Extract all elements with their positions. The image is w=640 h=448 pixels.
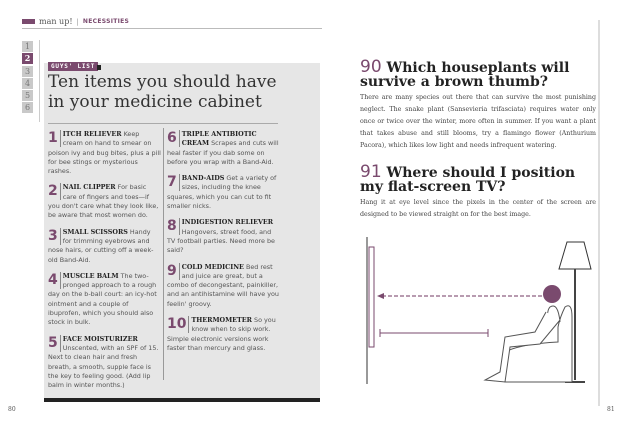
tv-screen (368, 246, 375, 348)
list-item: 3 SMALL SCISSORS Handy for trimming eyebr… (48, 227, 161, 265)
item-text: Hangovers, street food, and TV football … (167, 227, 275, 255)
item-number: 7 (167, 174, 180, 192)
item-name: ITCH RELIEVER (62, 130, 122, 138)
chapter-tab: 5 (22, 90, 33, 102)
panel-bottom-bar (44, 398, 320, 402)
section-tag: GUYS' LIST (48, 62, 99, 71)
chapter-tab: 6 (22, 102, 33, 114)
chapter-tab: 3 (22, 65, 33, 77)
answer-body: There are many species out there that ca… (360, 94, 596, 149)
lamp-shade (558, 241, 592, 270)
item-name: NAIL CLIPPER (62, 183, 116, 192)
page-number-left: 80 (8, 406, 16, 413)
arrow-head-icon (377, 293, 384, 299)
item-number: 6 (167, 130, 180, 147)
person-head (543, 285, 561, 303)
list-item: 10 THERMOMETER So you know when to skip w… (167, 316, 280, 353)
chapter-number-tabs: 1 2 3 4 5 6 (22, 41, 33, 115)
list-title: Ten items you should have in your medici… (48, 72, 277, 112)
tab-divider (39, 40, 40, 122)
item-text: For basic care of fingers and toes—if yo… (48, 183, 159, 220)
list-item: 2 NAIL CLIPPER For basic care of fingers … (48, 183, 161, 220)
question-number: 90 (360, 57, 382, 77)
list-item: 8 INDIGESTION RELIEVER Hangovers, street … (167, 218, 280, 255)
item-name: COLD MEDICINE (181, 262, 244, 271)
question-number: 91 (360, 162, 382, 182)
item-text: Get a variety of sizes, including the kn… (167, 174, 277, 211)
question-title: Where should I position my flat-screen T… (360, 165, 576, 195)
list-item: 9 COLD MEDICINE Bed rest and juice are gr… (167, 262, 280, 309)
page-edge-rule (598, 20, 600, 406)
answer-body: Hang it at eye level since the pixels in… (360, 199, 596, 218)
list-item: 4 MUSCLE BALM The two-pronged approach to… (48, 271, 161, 328)
question-title: Which houseplants will survive a brown t… (360, 60, 570, 90)
item-text: Scrapes and cuts will heal faster if you… (167, 139, 279, 166)
list-column-1: 1 ITCH RELIEVER Keep cream on hand to sme… (48, 130, 161, 397)
item-number: 5 (48, 334, 61, 352)
tag-block (97, 65, 101, 70)
item-number: 3 (48, 227, 61, 245)
item-number: 1 (48, 130, 61, 147)
item-number: 4 (48, 271, 61, 289)
item-number: 9 (167, 262, 180, 280)
item-text: The two-pronged approach to a rough day … (48, 271, 157, 327)
item-number: 2 (48, 183, 61, 201)
item-name: BAND-AIDS (181, 174, 225, 183)
list-item: 1 ITCH RELIEVER Keep cream on hand to sme… (48, 130, 161, 176)
chapter-tab: 4 (22, 77, 33, 89)
header-rule (22, 28, 322, 29)
item-name: SMALL SCISSORS (62, 227, 128, 236)
item-name: THERMOMETER (191, 316, 252, 325)
list-item: 5 FACE MOISTURIZER Unscented, with an SPF… (48, 334, 161, 391)
guys-list-panel (44, 63, 320, 400)
item-text: Unscented, with an SPF of 15. Next to cl… (48, 343, 159, 390)
page-number-right: 81 (607, 406, 615, 413)
tv-viewing-illustration (366, 237, 592, 384)
item-name: FACE MOISTURIZER (62, 334, 138, 343)
person-body (483, 311, 561, 383)
header-color-block (22, 19, 35, 24)
running-header: man up! | NECESSITIES (22, 17, 129, 26)
question-91: 91 Where should I position my flat-scree… (360, 162, 596, 221)
list-item: 6 TRIPLE ANTIBIOTIC CREAM Scrapes and cut… (167, 130, 280, 167)
header-separator: | (76, 17, 79, 26)
chapter-tab: 1 (22, 41, 33, 52)
chapter-tab-active: 2 (22, 53, 33, 65)
item-name: TRIPLE ANTIBIOTIC CREAM (181, 130, 257, 148)
list-column-2: 6 TRIPLE ANTIBIOTIC CREAM Scrapes and cut… (167, 130, 280, 360)
list-item: 7 BAND-AIDS Get a variety of sizes, inclu… (167, 174, 280, 211)
item-text: Handy for trimming eyebrows and nose hai… (48, 227, 154, 264)
item-name: MUSCLE BALM (62, 271, 119, 280)
item-number: 10 (167, 316, 190, 334)
question-90: 90 Which houseplants will survive a brow… (360, 57, 596, 152)
brand-name: man up! (39, 17, 73, 26)
item-number: 8 (167, 218, 180, 236)
title-rule (48, 123, 278, 124)
item-name: INDIGESTION RELIEVER (181, 218, 274, 227)
item-text: Keep cream on hand to smear on poison iv… (48, 130, 161, 176)
column-divider (163, 128, 164, 380)
section-name: NECESSITIES (82, 18, 130, 25)
item-text: Bed rest and juice are great, but a comb… (167, 262, 279, 308)
item-text: So you know when to skip work. Simple el… (167, 316, 276, 352)
